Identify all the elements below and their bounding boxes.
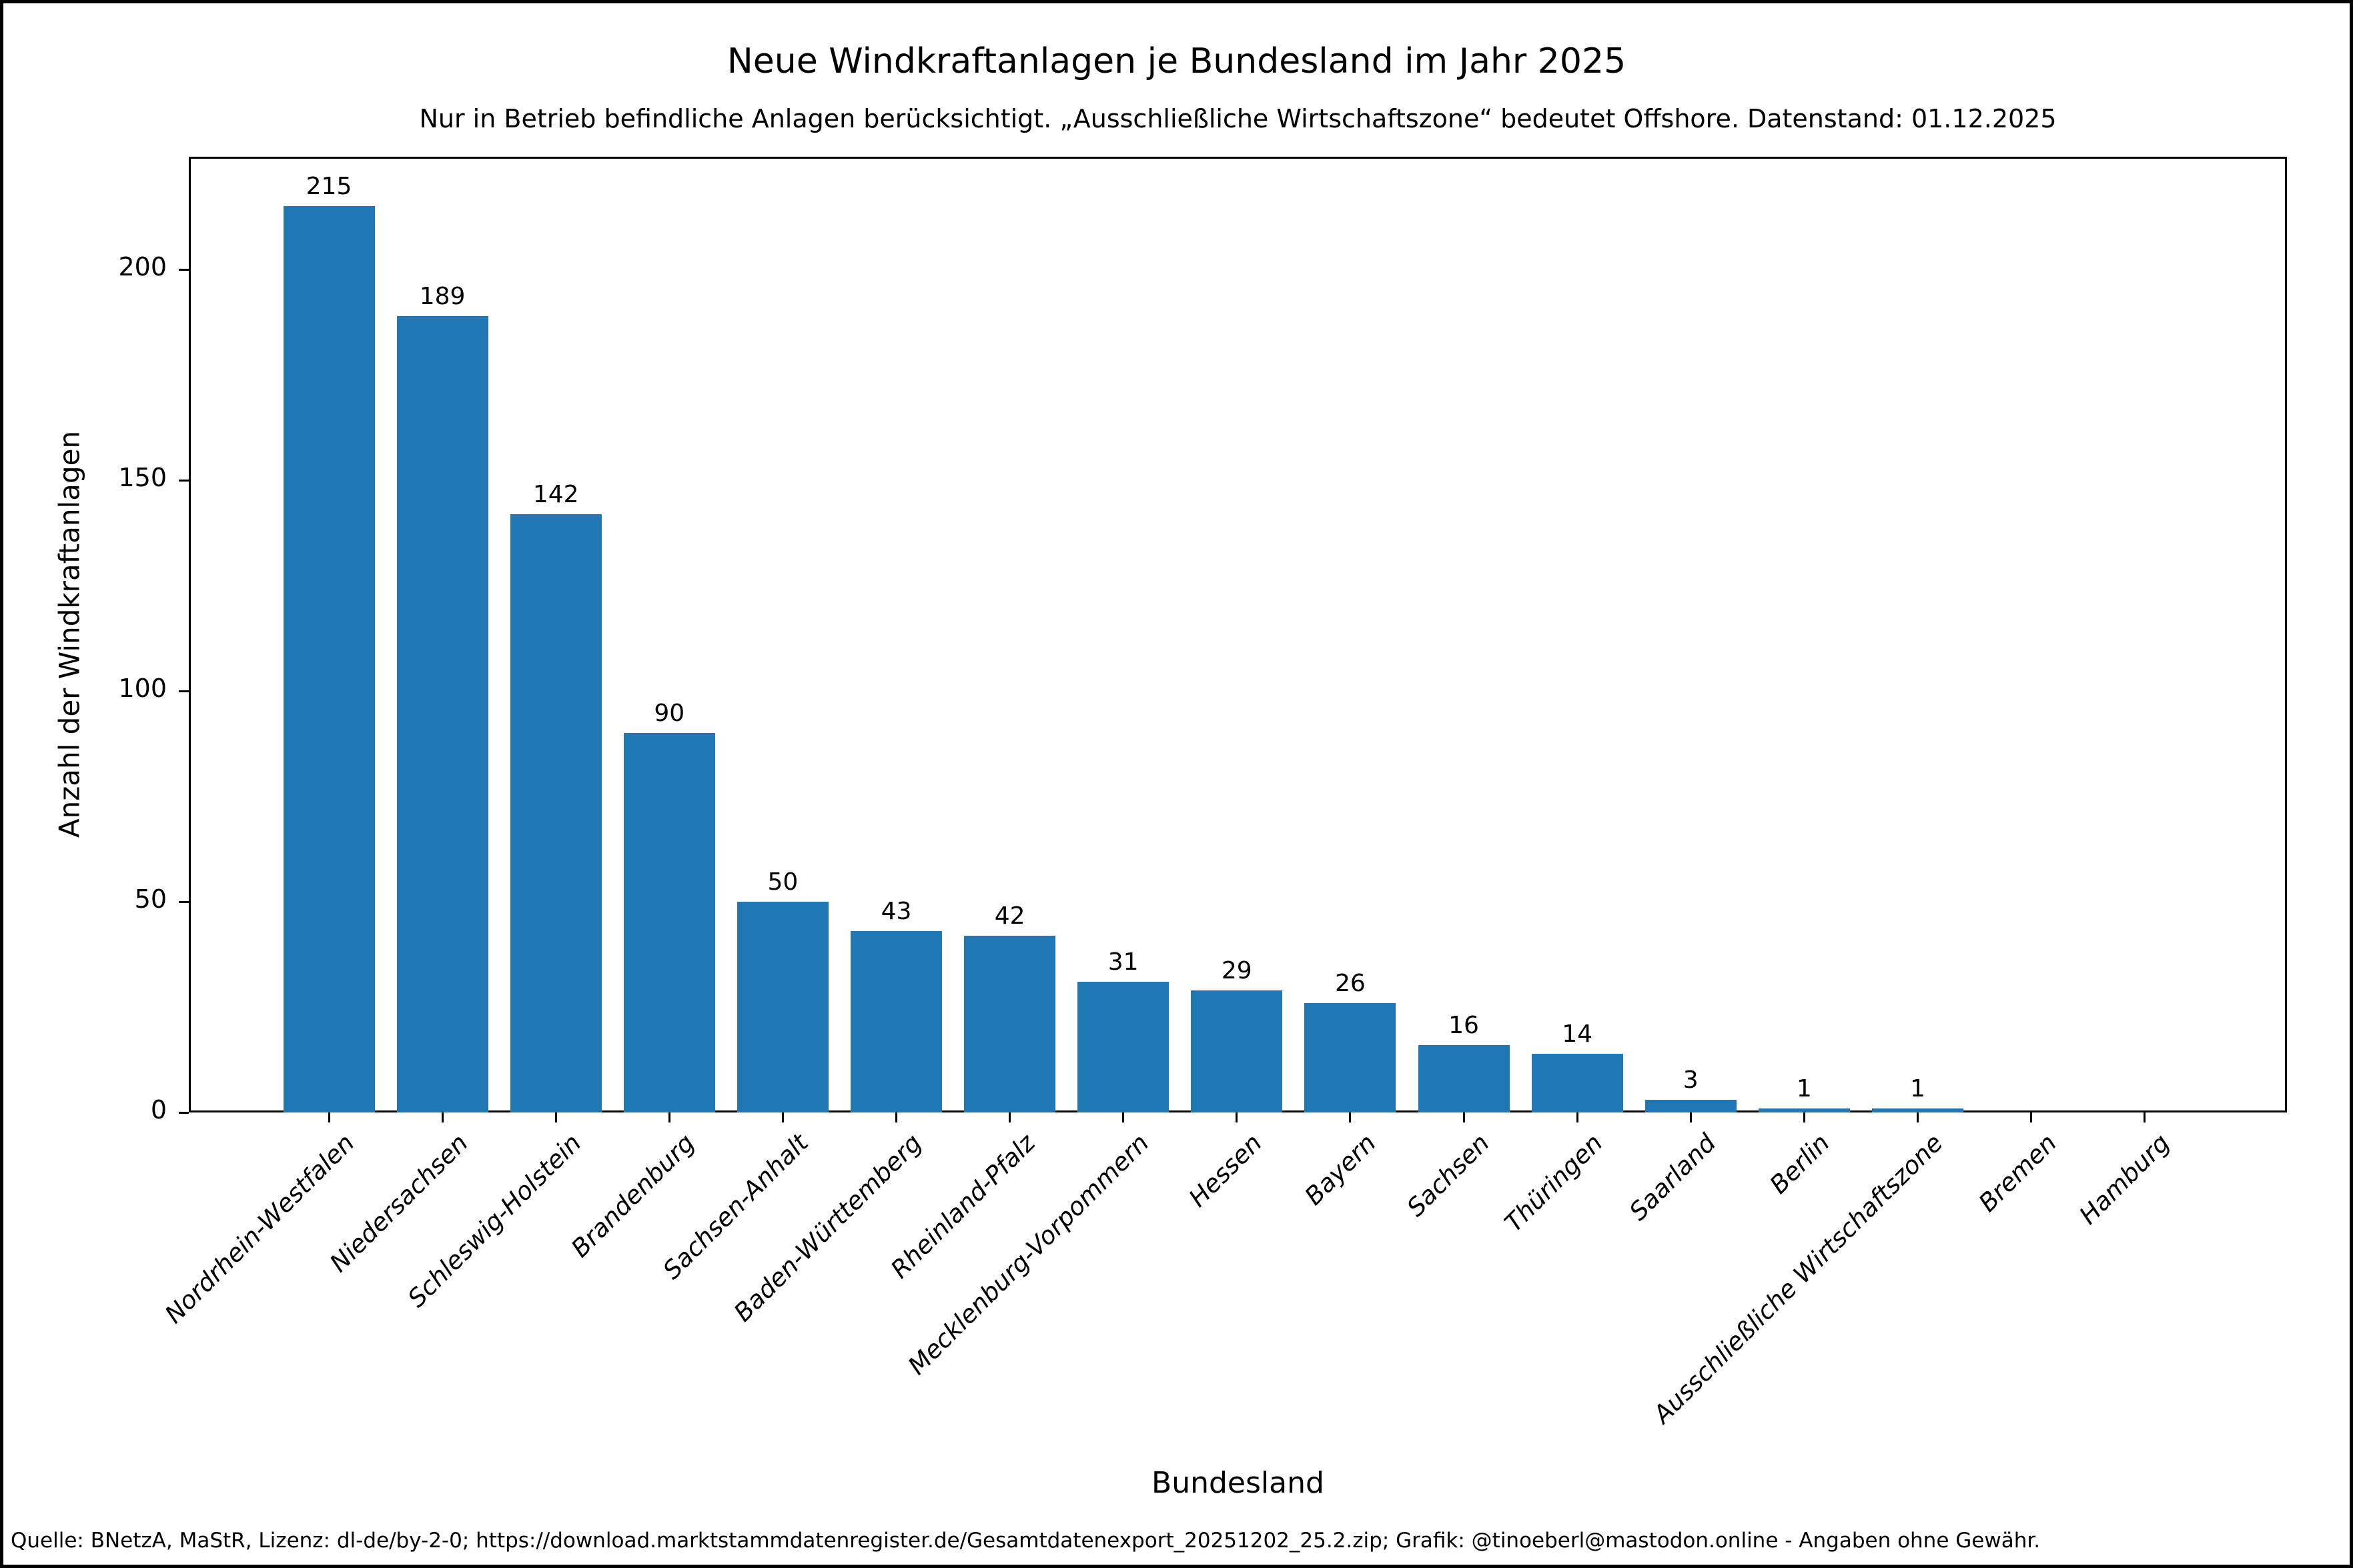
y-tick	[179, 479, 189, 482]
x-tick-label: Nordrhein-Westfalen	[159, 1128, 360, 1329]
bar-value-label: 16	[1448, 1011, 1479, 1039]
x-tick-label: Baden-Württemberg	[728, 1128, 927, 1328]
y-tick	[179, 900, 189, 903]
bar-value-label: 90	[654, 700, 685, 728]
x-tick-label: Mecklenburg-Vorpommern	[902, 1128, 1155, 1381]
y-tick-label: 200	[118, 252, 167, 281]
x-tick-label: Sachsen	[1401, 1128, 1495, 1223]
x-tick	[1689, 1112, 1692, 1122]
x-tick	[1236, 1112, 1238, 1122]
bar	[737, 902, 829, 1112]
bar	[851, 931, 942, 1112]
bar	[1758, 1108, 1850, 1112]
y-axis-label: Anzahl der Windkraftanlagen	[53, 430, 86, 838]
x-tick	[2030, 1112, 2032, 1122]
x-tick	[1462, 1112, 1465, 1122]
x-tick-label: Hamburg	[2073, 1128, 2176, 1231]
x-tick	[1916, 1112, 1919, 1122]
footer-note: Quelle: BNetzA, MaStR, Lizenz: dl-de/by-…	[11, 1529, 2041, 1553]
y-tick-label: 100	[118, 674, 167, 703]
x-tick-label: Bremen	[1973, 1128, 2062, 1218]
bar	[1191, 990, 1283, 1112]
chart-title: Neue Windkraftanlagen je Bundesland im J…	[727, 41, 1626, 81]
bar-value-label: 42	[994, 902, 1025, 930]
bar	[1077, 982, 1169, 1112]
y-tick	[179, 690, 189, 692]
x-tick	[441, 1112, 444, 1122]
y-tick	[179, 268, 189, 271]
x-tick	[1803, 1112, 1805, 1122]
bar-value-label: 31	[1107, 948, 1139, 976]
x-tick-label: Saarland	[1624, 1128, 1722, 1227]
x-tick	[2144, 1112, 2146, 1122]
x-tick-label: Hessen	[1184, 1128, 1268, 1213]
bar	[1871, 1108, 1963, 1112]
x-tick-label: Bayern	[1298, 1128, 1382, 1211]
bar	[283, 206, 375, 1112]
x-tick	[781, 1112, 784, 1122]
bar-value-label: 142	[532, 480, 579, 508]
x-tick	[1349, 1112, 1352, 1122]
y-tick-label: 0	[150, 1095, 167, 1124]
x-tick	[328, 1112, 330, 1122]
x-tick	[668, 1112, 670, 1122]
bar-value-label: 50	[767, 868, 799, 896]
bar	[510, 514, 602, 1112]
bar-value-label: 1	[1909, 1074, 1925, 1102]
bar-value-label: 215	[306, 173, 352, 201]
bar-value-label: 29	[1221, 956, 1252, 984]
bar	[1531, 1053, 1623, 1112]
x-tick-label: Berlin	[1764, 1128, 1835, 1200]
bar-value-label: 26	[1334, 969, 1366, 997]
chart-subtitle: Nur in Betrieb befindliche Anlagen berüc…	[419, 104, 2057, 133]
bar	[1644, 1100, 1737, 1112]
x-tick	[1576, 1112, 1578, 1122]
x-tick	[1122, 1112, 1125, 1122]
bar-value-label: 189	[419, 282, 466, 310]
y-tick-label: 50	[134, 884, 167, 914]
x-tick-label: Thüringen	[1499, 1128, 1608, 1238]
x-tick	[895, 1112, 897, 1122]
bar-value-label: 14	[1562, 1020, 1592, 1048]
x-axis-label: Bundesland	[1151, 1466, 1324, 1500]
y-tick	[179, 1111, 189, 1114]
bar	[396, 315, 488, 1112]
x-tick	[554, 1112, 557, 1122]
bar-value-label: 3	[1683, 1066, 1699, 1094]
bar-value-label: 1	[1796, 1074, 1812, 1102]
x-tick	[1009, 1112, 1011, 1122]
bar	[623, 733, 715, 1112]
bar	[964, 935, 1056, 1112]
y-tick-label: 150	[118, 463, 167, 492]
bar-value-label: 43	[881, 898, 912, 926]
bar	[1304, 1002, 1396, 1112]
bar	[1418, 1044, 1510, 1112]
